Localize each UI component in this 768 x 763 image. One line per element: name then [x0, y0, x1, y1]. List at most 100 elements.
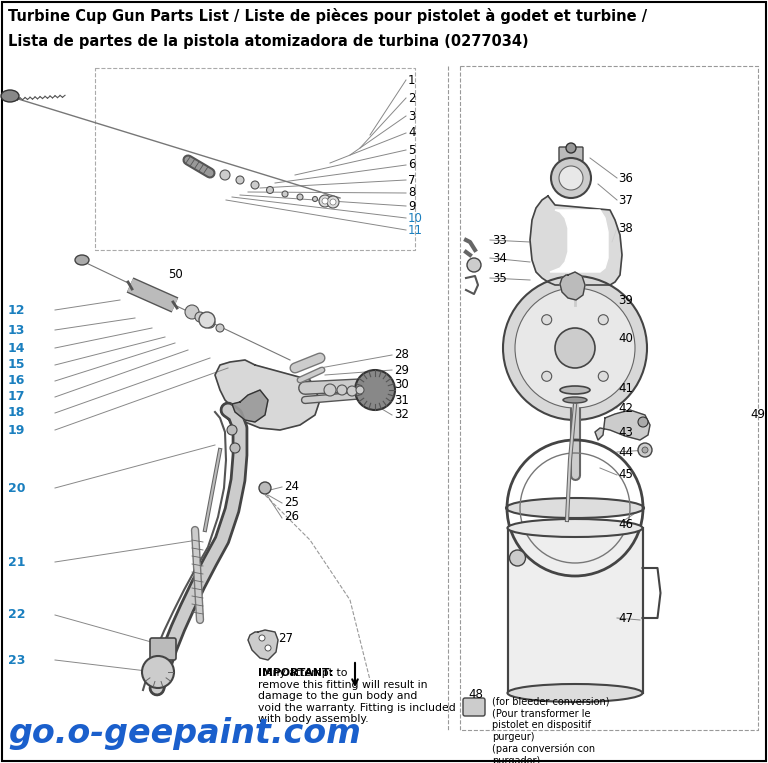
Text: 32: 32 — [394, 408, 409, 421]
Text: 17: 17 — [8, 391, 25, 404]
FancyBboxPatch shape — [150, 638, 176, 660]
Text: 10: 10 — [408, 211, 423, 224]
Ellipse shape — [506, 498, 644, 518]
Text: 4: 4 — [408, 127, 415, 140]
Circle shape — [541, 314, 551, 325]
Text: (for bleeder conversion)
(Pour transformer le
pistolet en dispositif
purgeur)
(p: (for bleeder conversion) (Pour transform… — [492, 697, 610, 763]
Text: 26: 26 — [284, 510, 299, 523]
Text: 27: 27 — [278, 632, 293, 645]
Text: 7: 7 — [408, 173, 415, 186]
Circle shape — [355, 370, 395, 410]
Text: 21: 21 — [8, 555, 25, 568]
Polygon shape — [560, 272, 585, 300]
Text: 36: 36 — [618, 172, 633, 185]
Ellipse shape — [508, 684, 643, 702]
Circle shape — [227, 425, 237, 435]
Circle shape — [566, 143, 576, 153]
FancyBboxPatch shape — [463, 698, 485, 716]
Polygon shape — [595, 410, 650, 440]
Text: Turbine Cup Gun Parts List / Liste de pièces pour pistolet à godet et turbine /: Turbine Cup Gun Parts List / Liste de pi… — [8, 8, 647, 24]
Text: 22: 22 — [8, 609, 25, 622]
Ellipse shape — [560, 386, 590, 394]
Polygon shape — [248, 630, 278, 660]
Text: Any attempt to
remove this fitting will result in
damage to the gun body and
voi: Any attempt to remove this fitting will … — [258, 668, 455, 724]
Circle shape — [220, 170, 230, 180]
Circle shape — [559, 166, 583, 190]
Text: 9: 9 — [408, 199, 415, 213]
Text: 2: 2 — [408, 92, 415, 105]
Polygon shape — [232, 390, 268, 422]
Text: 24: 24 — [284, 481, 299, 494]
Circle shape — [282, 191, 288, 197]
Text: go.o-geepaint.com: go.o-geepaint.com — [8, 717, 361, 750]
Text: 47: 47 — [618, 611, 633, 624]
Text: 43: 43 — [618, 426, 633, 439]
Circle shape — [324, 384, 336, 396]
Circle shape — [327, 196, 339, 208]
Circle shape — [638, 417, 648, 427]
Text: 28: 28 — [394, 349, 409, 362]
Text: 49: 49 — [750, 408, 765, 421]
Circle shape — [509, 550, 525, 566]
Text: 35: 35 — [492, 272, 507, 285]
Text: Lista de partes de la pistola atomizadora de turbina (0277034): Lista de partes de la pistola atomizador… — [8, 34, 528, 49]
Text: 41: 41 — [618, 382, 633, 394]
Circle shape — [330, 199, 336, 205]
Circle shape — [259, 635, 265, 641]
Text: 48: 48 — [468, 688, 483, 701]
Text: 14: 14 — [8, 342, 25, 355]
Circle shape — [551, 158, 591, 198]
Circle shape — [541, 372, 551, 382]
Text: 13: 13 — [8, 324, 25, 336]
Circle shape — [205, 318, 215, 328]
Circle shape — [195, 312, 205, 322]
Polygon shape — [215, 360, 320, 430]
Text: 25: 25 — [284, 495, 299, 508]
Text: 31: 31 — [394, 394, 409, 407]
Text: 18: 18 — [8, 407, 25, 420]
Text: 16: 16 — [8, 375, 25, 388]
Circle shape — [236, 176, 244, 184]
Text: 46: 46 — [618, 519, 633, 532]
Text: 6: 6 — [408, 159, 415, 172]
Text: 3: 3 — [408, 110, 415, 123]
Circle shape — [515, 288, 635, 408]
Circle shape — [467, 258, 481, 272]
Text: 1: 1 — [408, 73, 415, 86]
Text: 23: 23 — [8, 653, 25, 667]
Text: 45: 45 — [618, 468, 633, 481]
Text: 39: 39 — [618, 294, 633, 307]
Circle shape — [322, 198, 328, 204]
Text: 30: 30 — [394, 378, 409, 391]
Circle shape — [259, 482, 271, 494]
Circle shape — [266, 186, 273, 194]
FancyBboxPatch shape — [559, 147, 583, 161]
Text: 11: 11 — [408, 224, 423, 237]
Circle shape — [297, 194, 303, 200]
Circle shape — [503, 276, 647, 420]
Ellipse shape — [1, 90, 19, 102]
Circle shape — [199, 312, 215, 328]
Text: 33: 33 — [492, 233, 507, 246]
Text: 50: 50 — [168, 269, 183, 282]
Circle shape — [638, 443, 652, 457]
Text: IMPORTANT:: IMPORTANT: — [258, 668, 333, 678]
Polygon shape — [530, 196, 622, 285]
Circle shape — [347, 386, 357, 396]
Text: 37: 37 — [618, 194, 633, 207]
Text: 20: 20 — [8, 481, 25, 494]
Circle shape — [313, 197, 317, 201]
Ellipse shape — [508, 519, 643, 537]
Text: 42: 42 — [618, 401, 633, 414]
Text: 8: 8 — [408, 186, 415, 199]
Circle shape — [251, 181, 259, 189]
Ellipse shape — [563, 397, 587, 403]
Circle shape — [598, 314, 608, 325]
Text: 44: 44 — [618, 446, 633, 459]
Circle shape — [230, 443, 240, 453]
FancyBboxPatch shape — [508, 528, 643, 693]
Text: 29: 29 — [394, 363, 409, 376]
Circle shape — [642, 447, 648, 453]
Text: 12: 12 — [8, 304, 25, 317]
Circle shape — [319, 195, 331, 207]
